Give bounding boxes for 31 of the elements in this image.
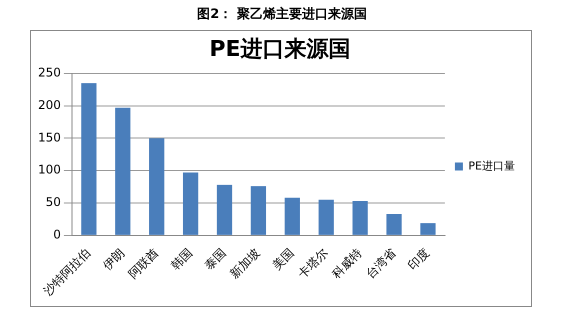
x-tick-label: 科威特 <box>329 246 364 282</box>
bar <box>284 198 300 235</box>
x-tick-label: 泰国 <box>202 246 229 273</box>
chart-title: PE进口来源国 <box>209 36 351 62</box>
chart-subtitle: 图2： 聚乙烯主要进口来源国 <box>196 6 368 24</box>
legend-label: PE进口量 <box>468 159 516 172</box>
bar <box>318 200 334 235</box>
bar <box>216 184 232 235</box>
y-tick-label: 50 <box>46 195 61 210</box>
y-tick-label: 0 <box>53 228 61 242</box>
x-tick-label: 阿联酋 <box>126 246 162 282</box>
y-tick-label: 100 <box>38 162 61 177</box>
bar <box>115 108 130 235</box>
x-tick-label: 韩国 <box>168 246 195 273</box>
y-tick-label: 250 <box>38 66 61 80</box>
bar <box>386 214 402 235</box>
x-tick-label: 美国 <box>270 246 297 273</box>
x-tick-label: 伊朗 <box>100 246 128 273</box>
x-tick-label: 沙特阿拉伯 <box>40 246 94 298</box>
bar <box>420 223 436 235</box>
x-tick-label: 印度 <box>405 246 432 273</box>
bar <box>149 138 164 235</box>
bar <box>352 201 368 235</box>
x-tick-label: 新加坡 <box>227 246 263 282</box>
bar <box>182 172 198 235</box>
x-tick-label: 台湾省 <box>363 246 398 282</box>
bar <box>250 186 266 235</box>
x-tick-label: 卡塔尔 <box>295 246 331 282</box>
y-tick-label: 200 <box>38 98 61 112</box>
y-tick-label: 150 <box>38 130 61 144</box>
bar <box>81 83 96 235</box>
